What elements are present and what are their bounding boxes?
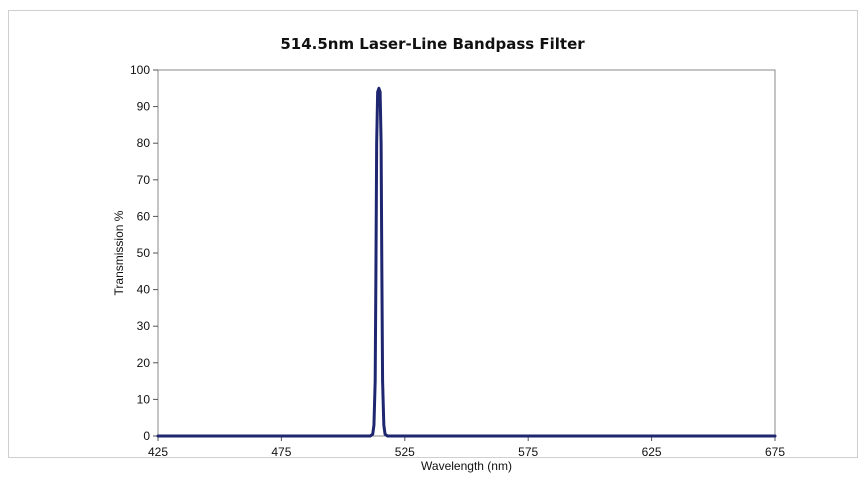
chart-title: 514.5nm Laser-Line Bandpass Filter	[280, 35, 585, 53]
y-tick-label: 0	[143, 429, 150, 443]
y-tick-label: 50	[137, 246, 151, 260]
x-tick-label: 475	[271, 445, 291, 459]
y-axis-ticks: 0 10 20 30 40 50 60 70 80 90 100	[130, 63, 158, 443]
y-tick-label: 80	[137, 136, 151, 150]
y-axis-title: Transmission %	[112, 210, 126, 295]
y-tick-label: 30	[137, 319, 151, 333]
y-tick-label: 60	[137, 209, 151, 223]
y-tick-label: 10	[137, 392, 151, 406]
series-layer	[156, 86, 777, 438]
x-tick-label: 625	[642, 445, 662, 459]
x-tick-label: 425	[148, 445, 168, 459]
x-tick-label: 525	[395, 445, 415, 459]
x-axis-ticks: 425 475 525 575 625 675	[148, 436, 785, 459]
y-tick-label: 90	[137, 100, 151, 114]
y-tick-label: 70	[137, 173, 151, 187]
y-tick-label: 40	[137, 283, 151, 297]
x-tick-label: 575	[518, 445, 538, 459]
x-axis-title: Wavelength (nm)	[421, 459, 512, 473]
x-tick-label: 675	[765, 445, 785, 459]
transmission-series-line	[156, 86, 777, 438]
y-tick-label: 100	[130, 63, 150, 77]
plot-area	[157, 69, 776, 437]
y-tick-label: 20	[137, 356, 151, 370]
